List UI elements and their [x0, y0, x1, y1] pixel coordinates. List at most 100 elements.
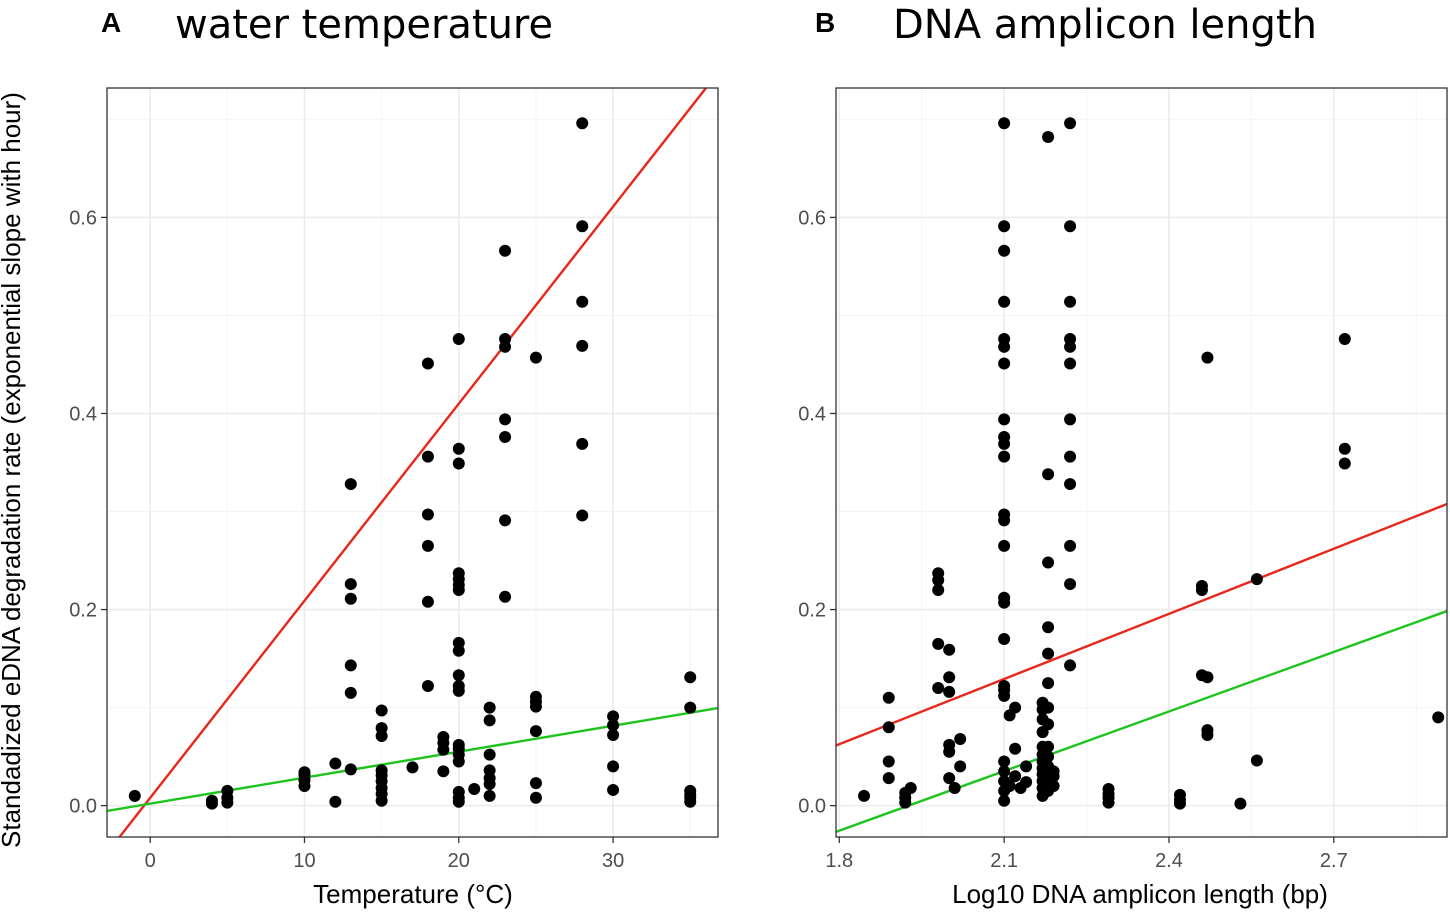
b-data-point [998, 117, 1011, 130]
a-data-point [529, 351, 542, 364]
b-data-point [998, 450, 1011, 463]
a-data-point [607, 710, 620, 723]
b-y-tick-label: 0.2 [798, 600, 826, 622]
b-data-point [858, 789, 871, 802]
a-data-point [529, 725, 542, 738]
a-data-point [421, 680, 434, 693]
b-data-point [1201, 724, 1214, 737]
b-data-point [998, 539, 1011, 552]
a-y-tick-label: 0.2 [69, 600, 97, 622]
panel-a-axis-ticks: 0 10 20 30 0.0 0.2 0.4 0.6 [69, 207, 624, 872]
a-data-point [329, 757, 342, 770]
b-data-point [954, 760, 967, 773]
b-data-point [882, 691, 895, 704]
a-data-point [421, 450, 434, 463]
a-data-point [607, 719, 620, 732]
a-y-tick-label: 0.6 [69, 207, 97, 229]
b-data-point [998, 413, 1011, 426]
b-data-point [1020, 776, 1033, 789]
b-data-point [998, 431, 1011, 444]
a-data-point [344, 659, 357, 672]
a-data-point [375, 722, 388, 735]
a-data-point [576, 437, 589, 450]
panel-a-grid [107, 88, 718, 837]
b-data-point [943, 772, 956, 785]
a-data-point [344, 592, 357, 605]
a-x-tick-label: 30 [602, 850, 624, 872]
b-data-point [998, 357, 1011, 370]
a-data-point [375, 764, 388, 777]
a-data-point [452, 332, 465, 345]
b-data-point [998, 794, 1011, 807]
b-data-point [998, 755, 1011, 768]
panel-a-fit-lines [106, 87, 719, 838]
b-data-point [1064, 478, 1077, 491]
a-data-point [452, 738, 465, 751]
b-data-point [932, 681, 945, 694]
a-x-tick-label: 20 [448, 850, 470, 872]
a-x-tick-label: 10 [293, 850, 315, 872]
a-data-point [452, 669, 465, 682]
b-x-tick-label: 2.7 [1320, 850, 1348, 872]
b-red-fit-line [835, 502, 1448, 747]
a-data-point [221, 784, 234, 797]
b-data-point [998, 508, 1011, 521]
y-axis-title: Standadized eDNA degradation rate (expon… [0, 92, 26, 848]
b-data-point [943, 671, 956, 684]
b-data-point [1250, 754, 1263, 767]
a-data-point [344, 763, 357, 776]
b-data-point [1009, 742, 1022, 755]
a-data-point [576, 117, 589, 130]
b-data-point [904, 781, 917, 794]
a-data-point [406, 761, 419, 774]
b-data-point [1064, 413, 1077, 426]
a-data-point [452, 567, 465, 580]
b-data-point [1042, 468, 1055, 481]
a-data-point [684, 671, 697, 684]
a-data-point [576, 339, 589, 352]
panel-b-axis-ticks: 1.8 2.1 2.4 2.7 0.0 0.2 0.4 0.6 [798, 207, 1348, 872]
a-data-point [499, 332, 512, 345]
a-data-point [468, 782, 481, 795]
a-data-point [684, 784, 697, 797]
a-data-point [452, 457, 465, 470]
a-data-point [437, 731, 450, 744]
b-data-point [1338, 332, 1351, 345]
panel-b-fit-lines [835, 502, 1448, 833]
panel-a-letter: A [101, 7, 121, 38]
b-y-tick-label: 0.4 [798, 403, 826, 425]
a-data-point [607, 729, 620, 742]
a-x-tick-label: 0 [145, 850, 156, 872]
b-data-point [882, 721, 895, 734]
b-data-point [882, 772, 895, 785]
a-y-tick-label: 0.0 [69, 796, 97, 818]
a-data-point [576, 220, 589, 233]
b-data-point [943, 643, 956, 656]
b-data-point [932, 583, 945, 596]
b-data-point [1003, 780, 1016, 793]
a-data-point [483, 714, 496, 727]
a-data-point [499, 431, 512, 444]
panel-b-letter: B [815, 7, 835, 38]
b-data-point [1064, 295, 1077, 308]
a-data-point [452, 680, 465, 693]
b-data-point [1432, 711, 1445, 724]
a-data-point [421, 508, 434, 521]
a-data-point [344, 578, 357, 591]
b-data-point [1047, 765, 1060, 778]
b-data-point [998, 591, 1011, 604]
b-data-point [1042, 621, 1055, 634]
a-data-point [298, 766, 311, 779]
panel-a: A water temperature 0 10 20 300.00.20.40.6 … [69, 2, 719, 909]
b-data-point [998, 295, 1011, 308]
panel-a-points [128, 117, 697, 810]
b-data-point [882, 755, 895, 768]
b-data-point [998, 220, 1011, 233]
b-y-tick-label: 0.0 [798, 796, 826, 818]
a-data-point [437, 765, 450, 778]
b-x-tick-label: 1.8 [825, 850, 853, 872]
a-data-point [529, 777, 542, 790]
a-y-tick-label: 0.4 [69, 403, 97, 425]
a-data-point [576, 295, 589, 308]
b-green-fit-line [835, 609, 1448, 833]
